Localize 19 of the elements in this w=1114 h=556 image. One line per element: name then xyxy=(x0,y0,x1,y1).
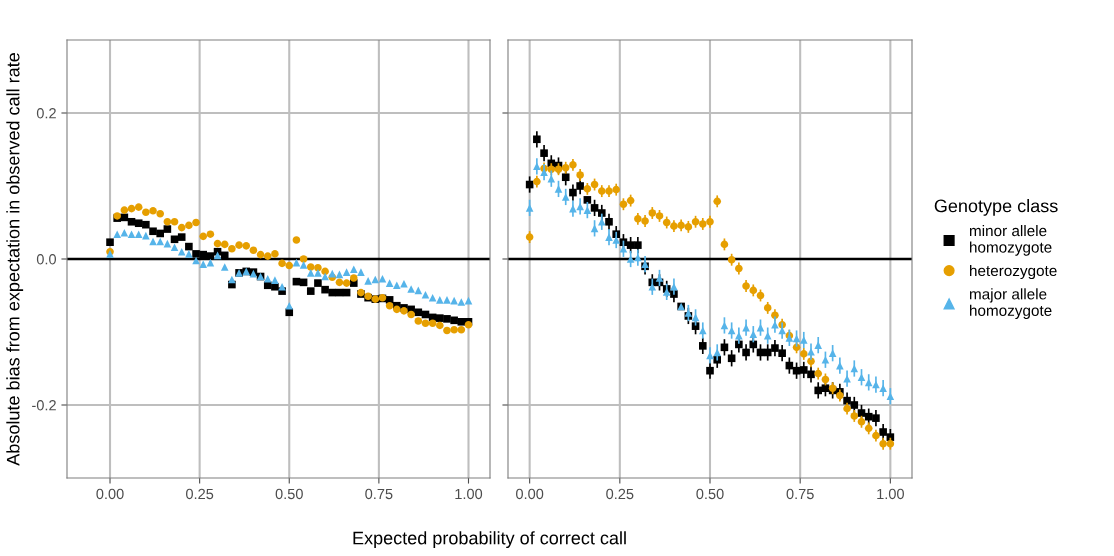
x-tick-label: 0.25 xyxy=(186,488,214,500)
x-tick-label: 0.50 xyxy=(696,488,724,500)
legend-label: heterozygote xyxy=(970,264,1057,280)
x-tick-label: 1.00 xyxy=(877,488,904,500)
x-tick-label: 0.50 xyxy=(275,488,303,500)
legend-label: minor allele homozygote xyxy=(969,225,1052,256)
y-axis-title: Absolute bias from expectation in observed call rate xyxy=(6,53,24,466)
x-tick-label: 0.25 xyxy=(606,488,634,500)
legend-title: Genotype class xyxy=(934,199,1058,216)
x-axis-title: Expected probability of correct call xyxy=(353,531,626,548)
legend-label: major allele homozygote xyxy=(969,288,1052,319)
x-tick-label: 0.00 xyxy=(96,488,124,500)
y-tick-label: 0.2 xyxy=(36,108,56,119)
x-tick-label: 0.75 xyxy=(786,488,814,500)
x-tick-label: 1.00 xyxy=(455,488,483,500)
y-tick-label: -0.2 xyxy=(32,400,56,411)
x-tick-label: 0.00 xyxy=(516,488,544,500)
x-tick-label: 0.75 xyxy=(365,488,393,500)
y-tick-label: 0.0 xyxy=(36,254,57,265)
